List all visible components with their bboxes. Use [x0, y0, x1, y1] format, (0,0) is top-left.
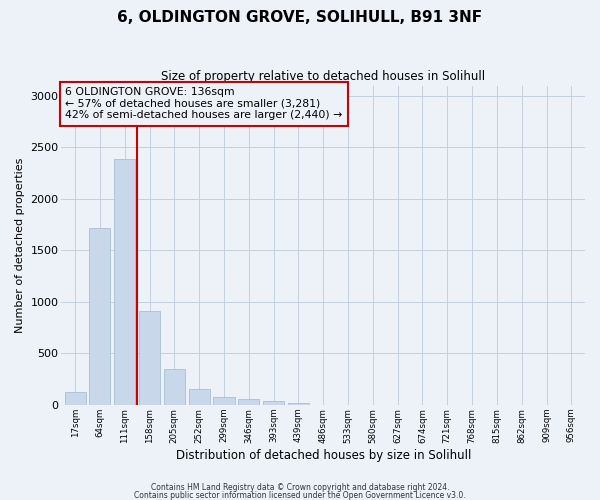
X-axis label: Distribution of detached houses by size in Solihull: Distribution of detached houses by size … [176, 450, 471, 462]
Bar [89, 228, 110, 405]
Bar [263, 402, 284, 405]
Title: Size of property relative to detached houses in Solihull: Size of property relative to detached ho… [161, 70, 485, 83]
Text: 6 OLDINGTON GROVE: 136sqm
← 57% of detached houses are smaller (3,281)
42% of se: 6 OLDINGTON GROVE: 136sqm ← 57% of detac… [65, 87, 343, 120]
Bar [65, 392, 86, 405]
Text: Contains HM Land Registry data © Crown copyright and database right 2024.: Contains HM Land Registry data © Crown c… [151, 484, 449, 492]
Bar [214, 396, 235, 405]
Text: 6, OLDINGTON GROVE, SOLIHULL, B91 3NF: 6, OLDINGTON GROVE, SOLIHULL, B91 3NF [118, 10, 482, 25]
Bar [114, 158, 135, 405]
Bar [188, 389, 210, 405]
Bar [238, 399, 259, 405]
Bar [288, 403, 309, 405]
Bar [164, 369, 185, 405]
Text: Contains public sector information licensed under the Open Government Licence v3: Contains public sector information licen… [134, 490, 466, 500]
Bar [139, 311, 160, 405]
Y-axis label: Number of detached properties: Number of detached properties [15, 158, 25, 333]
